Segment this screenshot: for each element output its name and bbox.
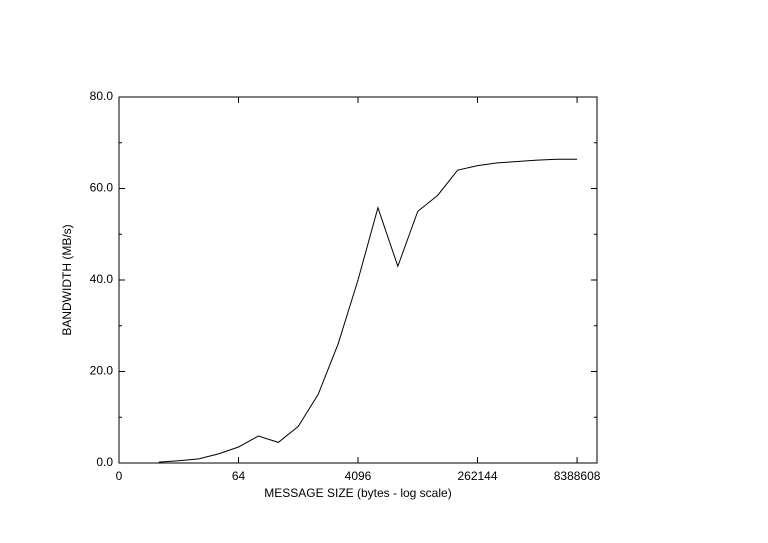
y-tick-label: 20.0 (90, 364, 114, 378)
y-tick-label: 0.0 (96, 455, 113, 469)
x-tick-label: 0 (116, 469, 123, 483)
x-tick-label: 8388608 (554, 469, 601, 483)
y-tick-label: 80.0 (90, 89, 114, 103)
x-axis-label: MESSAGE SIZE (bytes - log scale) (264, 486, 451, 500)
data-line (158, 158, 578, 463)
x-tick-label: 262144 (457, 469, 497, 483)
y-axis-label: BANDWIDTH (MB/s) (60, 224, 74, 335)
y-tick-label: 60.0 (90, 181, 114, 195)
x-tick-label: 64 (232, 469, 246, 483)
x-tick-label: 4096 (345, 469, 372, 483)
y-tick-label: 40.0 (90, 272, 114, 286)
